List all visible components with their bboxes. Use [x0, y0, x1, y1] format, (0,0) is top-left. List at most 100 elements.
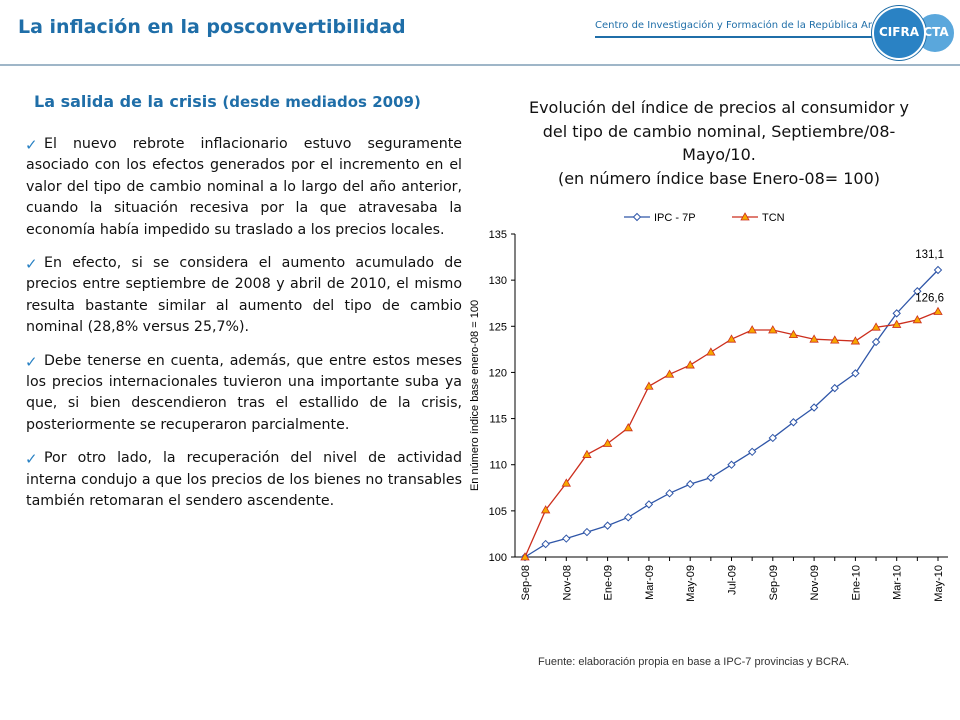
- ipc-point: [809, 403, 819, 412]
- tcn-point: [726, 334, 737, 343]
- logo-text-cta: CTA: [923, 25, 949, 39]
- section-subtitle: (desde mediados 2009): [222, 93, 421, 111]
- tcn-point: [561, 478, 571, 487]
- x-tick-label: Sep-08: [520, 565, 532, 600]
- tcn-point: [892, 319, 902, 328]
- ipc-point: [727, 460, 736, 469]
- ipc-point: [665, 489, 674, 498]
- tcn-point: [520, 552, 530, 561]
- tcn-point: [685, 360, 695, 369]
- line-chart: 100 105 110 115 120 125 130 135 Sep-08 Nov-08 Ene-…: [469, 212, 948, 602]
- series-line-ipc: [524, 269, 939, 558]
- y-tick-label: 110: [489, 460, 507, 472]
- checkmark-icon: ✓: [25, 255, 38, 274]
- y-tick-label: 135: [489, 229, 507, 241]
- checkmark-icon: ✓: [25, 136, 38, 154]
- ipc-point: [582, 527, 592, 537]
- x-tick-label: Mar-10: [892, 565, 904, 600]
- x-tick-label: May-09: [685, 565, 697, 602]
- checkmark-icon: ✓: [25, 352, 38, 371]
- tcn-point: [664, 369, 675, 378]
- header: La inflación en la posconvertibilidad Ce…: [0, 0, 960, 64]
- ipc-point: [747, 447, 757, 457]
- legend-marker-diamond: [632, 212, 642, 222]
- ipc-point: [851, 369, 860, 378]
- x-tick-label: Sep-09: [768, 565, 780, 600]
- y-tick-label: 115: [489, 414, 507, 426]
- legend-label: TCN: [762, 212, 785, 224]
- chart-title-line: (en número índice base Enero-08= 100): [557, 168, 881, 188]
- ipc-point: [685, 479, 695, 489]
- ipc-point: [706, 473, 716, 482]
- bullet-item: ✓ El nuevo rebrote inflacionario estuvo s…: [25, 134, 462, 241]
- y-tick-label: 120: [489, 367, 507, 379]
- checkmark-icon: ✓: [25, 450, 38, 469]
- end-data-label: 131,1: [915, 249, 944, 261]
- tcn-point: [850, 336, 861, 345]
- chart-title: Evolución del índice de precios al consu…: [484, 96, 954, 190]
- chart-title-line: Mayo/10.: [682, 145, 756, 164]
- x-tick-label: Ene-09: [603, 565, 615, 600]
- tcn-point: [912, 315, 923, 324]
- x-tick-label: May-10: [933, 565, 945, 602]
- bullet-item: ✓ En efecto, si se considera el aumento a…: [25, 253, 462, 339]
- header-rule: [595, 36, 873, 38]
- legend-label: IPC - 7P: [654, 212, 696, 224]
- ipc-point: [913, 287, 922, 296]
- y-tick-label: 105: [489, 506, 507, 518]
- tcn-point: [747, 325, 757, 334]
- page-title: La inflación en la posconvertibilidad: [18, 16, 406, 38]
- y-tick-label: 100: [489, 552, 507, 564]
- ipc-point: [933, 265, 943, 275]
- ipc-point: [603, 521, 612, 530]
- tcn-point: [933, 306, 943, 315]
- y-tick-label: 130: [489, 275, 507, 287]
- source-note: Fuente: elaboración propia en base a IPC…: [538, 656, 850, 668]
- bullet-text: Por otro lado, la recuperación del nivel…: [26, 450, 462, 510]
- tcn-point: [788, 329, 799, 338]
- tcn-point: [871, 322, 881, 331]
- tcn-point: [768, 325, 778, 334]
- legend-marker-triangle: [740, 212, 750, 221]
- logo-circle-cifra: [872, 6, 926, 60]
- bullet-text: Debe tenerse en cuenta, además, que entr…: [26, 352, 462, 433]
- ipc-point: [768, 433, 778, 443]
- end-data-label: 126,6: [915, 293, 944, 305]
- logo-text-cifra: CIFRA: [879, 25, 919, 39]
- bullet-text: En efecto, si se considera el aumento ac…: [26, 255, 462, 336]
- series-line-tcn: [524, 310, 939, 558]
- y-axis-label: En número índice base enero-08 = 100: [469, 300, 481, 491]
- ipc-point: [624, 513, 633, 522]
- ipc-point: [871, 337, 881, 347]
- section-title-main: La salida de la crisis: [34, 92, 217, 111]
- institution-name: Centro de Investigación y Formación de l…: [595, 20, 910, 31]
- y-tick-label: 125: [489, 321, 507, 333]
- tcn-point: [644, 381, 654, 390]
- x-tick-label: Nov-08: [561, 565, 573, 600]
- ipc-point: [789, 418, 798, 427]
- chart-title-line: del tipo de cambio nominal, Septiembre/0…: [542, 121, 896, 141]
- ipc-point: [541, 539, 550, 549]
- tcn-point: [602, 438, 613, 447]
- bullet-item: ✓ Por otro lado, la recuperación del nive…: [25, 448, 462, 512]
- tcn-point: [540, 505, 551, 514]
- ipc-point: [892, 309, 901, 318]
- ipc-point: [830, 383, 839, 393]
- chart-title-line: Evolución del índice de precios al consu…: [528, 98, 910, 117]
- tcn-point: [830, 335, 840, 344]
- section-title: La salida de la crisis (desde mediados 2…: [34, 92, 421, 111]
- tcn-point: [809, 334, 819, 343]
- tcn-point: [582, 449, 592, 458]
- x-tick-label: Ene-10: [850, 565, 862, 600]
- x-tick-label: Mar-09: [644, 565, 656, 600]
- bullet-list: ✓ El nuevo rebrote inflacionario estuvo s…: [25, 134, 462, 525]
- x-tick-label: Nov-09: [809, 565, 821, 600]
- tcn-point: [623, 422, 633, 432]
- tcn-point: [706, 347, 716, 356]
- bullet-text: El nuevo rebrote inflacionario estuvo se…: [26, 136, 462, 238]
- bullet-item: ✓ Debe tenerse en cuenta, además, que ent…: [25, 351, 462, 437]
- x-tick-label: Jul-09: [727, 565, 739, 595]
- header-divider: [0, 64, 960, 66]
- ipc-point: [562, 534, 571, 543]
- ipc-point: [644, 500, 654, 509]
